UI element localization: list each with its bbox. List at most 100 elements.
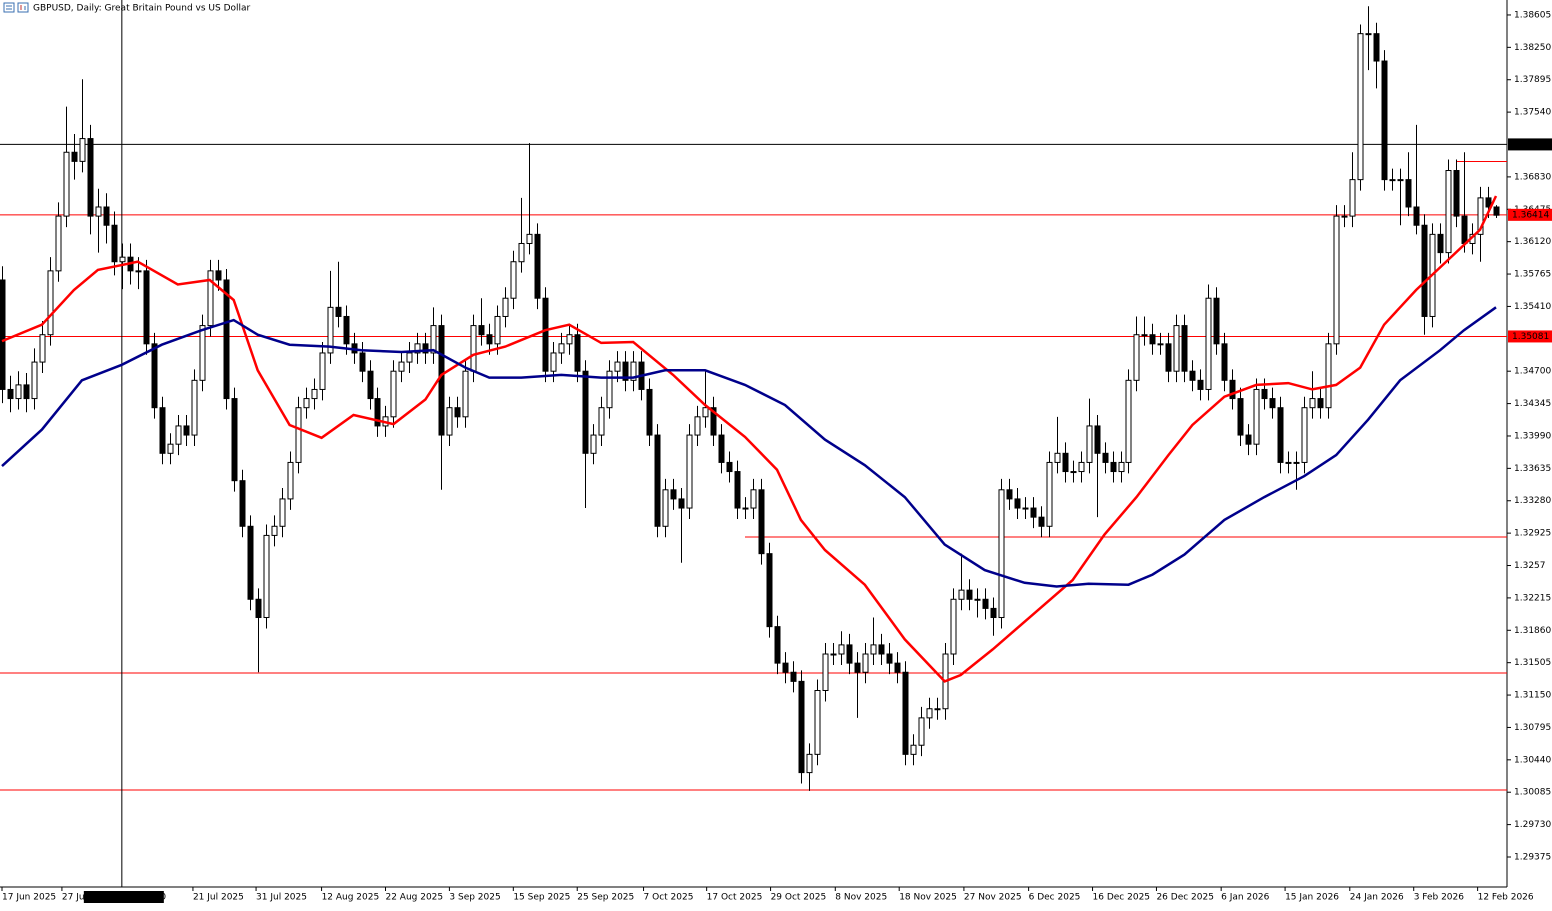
candle-body [239,480,246,527]
candle-body [534,233,541,299]
candle-body [630,361,637,381]
candle-body [718,434,725,463]
candle-body [55,215,62,272]
candle-body [1133,334,1140,381]
x-tick-label: 3 Sep 2025 [449,893,500,903]
chart-icon[interactable] [17,2,29,13]
crosshair-date-bg [83,891,164,903]
y-tick-label: 1.33635 [1514,464,1551,474]
y-tick-label: 1.34345 [1514,399,1551,409]
candle-body [1373,33,1380,62]
candle-body [1245,434,1252,445]
candle-body [598,407,605,436]
y-tick-label: 1.31860 [1514,626,1551,636]
y-tick-label: 1.30085 [1514,788,1551,798]
candle-body [1014,498,1021,509]
candle-body [654,434,661,527]
candle-body [1070,471,1077,474]
price-label: 1.35081 [1512,332,1549,342]
candle-body [1261,388,1268,400]
candle-body [1189,370,1196,381]
candle-body [87,138,94,217]
x-tick-label: 29 Oct 2025 [771,893,827,903]
candle-body [414,343,421,354]
x-tick-label: 15 Jan 2026 [1285,893,1339,903]
candle-body [1094,425,1101,454]
menu-icon[interactable] [3,2,15,13]
candle-body [950,598,957,655]
candle-body [750,489,757,509]
y-tick-label: 1.31150 [1514,691,1551,701]
crosshair-date-label: 2025.07.08 00:00 [86,893,167,903]
candle-body [79,138,86,162]
price-label-bg [1508,330,1552,343]
x-tick-label: 17 Oct 2025 [707,893,763,903]
candle-body [1149,334,1156,345]
candle-body [303,398,310,409]
candle-body [1325,343,1332,409]
candle-body [694,416,701,436]
candle-body [1365,33,1372,36]
candle-body [462,370,469,418]
candle-body [1078,461,1085,473]
candle-body [1493,206,1500,216]
candle-body [934,708,941,711]
candle-body [1102,452,1109,463]
candle-body [454,407,461,418]
candle-body [830,653,837,656]
candle-body [782,662,789,673]
candle-body [1357,33,1364,181]
candle-body [1062,452,1069,473]
candle-body [359,352,366,372]
candle-body [670,489,677,500]
y-tick-label: 1.30795 [1514,723,1551,733]
candle-body [167,443,174,454]
candle-body [662,489,669,527]
x-tick-label: 25 Sep 2025 [577,893,634,903]
crosshair-price-bg [1508,138,1552,151]
candle-body [151,343,158,409]
candle-body [566,334,573,345]
moving-average [1,195,1498,683]
candle-body [279,498,286,527]
x-tick-label: 26 Dec 2025 [1156,893,1214,903]
candle-body [1006,489,1013,500]
candle-body [223,279,230,400]
candle-body [806,753,813,774]
candle-body [1221,343,1228,381]
header: GBPUSD, Daily: Great Britain Pound vs US… [3,2,251,14]
candle-body [510,261,517,299]
y-tick-label: 1.36120 [1514,237,1551,247]
y-tick-label: 1.37895 [1514,75,1551,85]
candle-body [502,297,509,317]
candle-body [1086,425,1093,463]
x-tick-label: 15 Sep 2025 [513,893,570,903]
candle-body [390,370,397,418]
candle-body [255,598,262,619]
candle-body [47,270,54,336]
candle-body [742,507,749,510]
x-tick-label: 24 Jan 2026 [1350,893,1404,903]
candle-body [15,384,22,400]
candle-body [646,388,653,436]
candle-body [327,306,334,354]
candle-body [958,589,965,600]
y-tick-label: 1.33280 [1514,496,1551,506]
candle-body [1165,343,1172,372]
candle-body [23,384,30,400]
x-tick-label: 22 Aug 2025 [385,893,443,903]
candle-body [0,279,6,390]
candle-body [1038,516,1045,527]
candle-body [63,151,70,217]
price-label-bg [1508,208,1552,221]
candle-body [1118,461,1125,473]
candle-body [1317,398,1324,409]
candle-body [1213,297,1220,345]
price-label: 1.36414 [1512,210,1549,220]
candle-body [518,242,525,263]
candle-body [486,334,493,345]
candle-body [1437,233,1444,254]
candle-body [1157,343,1164,346]
candle-body [998,489,1005,619]
candle-body [1141,334,1148,337]
